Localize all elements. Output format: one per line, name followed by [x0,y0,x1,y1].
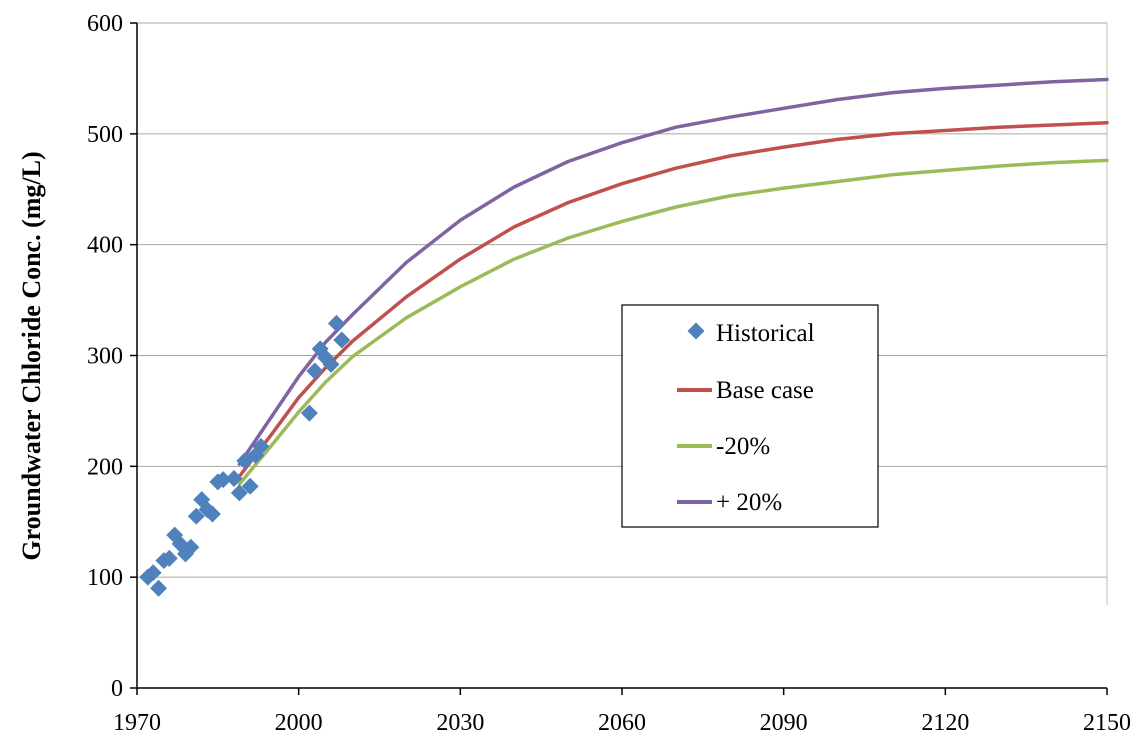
legend-item-base: Base case [677,377,814,404]
legend-label-minus20: -20% [716,433,770,460]
historical-point-22 [306,362,324,380]
x-tick-label-2000: 2000 [275,710,323,736]
y-tick-label-0: 0 [111,676,123,702]
y-axis-title: Groundwater Chloride Conc. (mg/L) [17,151,46,560]
plus-20-line [237,77,1109,466]
y-tick-label-300: 300 [87,344,123,370]
historical-point-1 [144,564,162,582]
historical-point-9 [187,507,205,525]
x-tick-label-2150: 2150 [1083,710,1131,736]
historical-point-18 [241,477,259,495]
historical-points [139,314,351,597]
historical-point-25 [322,355,340,373]
x-tick-label-2120: 2120 [921,710,969,736]
historical-point-2 [150,579,168,597]
x-tick-label-2060: 2060 [598,710,646,736]
historical-point-15 [225,470,243,488]
legend-box [621,304,879,528]
legend-label-plus20: + 20% [716,489,782,516]
series-lines [237,77,1109,486]
minus-20-line [237,158,1109,486]
legend: Historical Base case -20% + 20% [621,304,879,528]
legend-item-plus20: + 20% [677,489,782,516]
y-tick-label-100: 100 [87,565,123,591]
axes [130,22,1108,695]
y-tick-label-400: 400 [87,233,123,259]
historical-point-20 [252,437,270,455]
legend-marker-historical [687,322,705,340]
y-tick-label-500: 500 [87,122,123,148]
x-tick-label-1970: 1970 [113,710,161,736]
historical-point-26 [327,314,345,332]
historical-point-21 [300,404,318,422]
base-case-line [237,121,1109,479]
historical-point-4 [160,549,178,567]
legend-item-minus20: -20% [677,433,770,460]
x-tick-label-2030: 2030 [436,710,484,736]
legend-item-historical: Historical [687,320,815,347]
legend-label-base: Base case [716,377,814,404]
x-tick-label-2090: 2090 [760,710,808,736]
historical-point-8 [182,538,200,556]
tick-labels: 0 100 200 300 400 500 600 1970 2000 2030 2060 2090 2… [87,11,1131,736]
legend-label-historical: Historical [716,320,815,347]
y-tick-label-200: 200 [87,454,123,480]
y-tick-label-600: 600 [87,11,123,37]
